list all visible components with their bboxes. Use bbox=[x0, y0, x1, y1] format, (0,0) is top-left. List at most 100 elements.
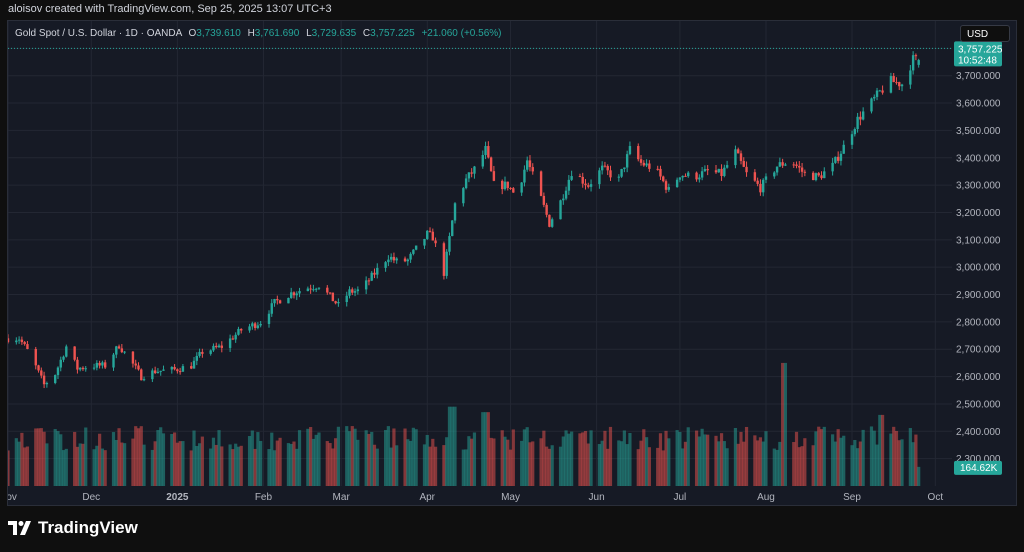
candle-body bbox=[539, 171, 543, 196]
candle-body bbox=[509, 187, 512, 189]
volume-bar bbox=[253, 448, 257, 486]
volume-bar bbox=[317, 432, 321, 486]
candle-body bbox=[895, 82, 898, 84]
candle-body bbox=[545, 204, 548, 215]
volume-bar bbox=[706, 434, 710, 486]
volume-bar bbox=[306, 428, 310, 486]
candle-body bbox=[176, 369, 179, 372]
volume-bar bbox=[567, 433, 571, 486]
volume-bar bbox=[234, 443, 238, 486]
volume-bar bbox=[783, 362, 788, 486]
volume-bar bbox=[617, 440, 621, 486]
candle-body bbox=[351, 289, 354, 293]
candle-body bbox=[581, 176, 584, 184]
candle-body bbox=[364, 280, 368, 290]
volume-bar bbox=[719, 433, 724, 486]
candle-body bbox=[764, 176, 768, 180]
candle-body bbox=[687, 172, 690, 177]
candle-body bbox=[370, 272, 373, 281]
volume-bar bbox=[117, 428, 121, 486]
time-axis[interactable]: Nov Dec 2025 Feb Mar Apr May Jun Jul Aug Sep Oct bbox=[8, 492, 943, 503]
candle-body bbox=[628, 146, 632, 155]
time-tick-label: Feb bbox=[255, 492, 273, 503]
volume-bar bbox=[564, 430, 568, 486]
volume-bar bbox=[267, 449, 271, 486]
volume-bar bbox=[289, 443, 293, 486]
volume-bar bbox=[539, 438, 543, 486]
tradingview-logo[interactable]: TradingView bbox=[8, 518, 138, 538]
candle-body bbox=[309, 288, 312, 290]
candle-body bbox=[56, 367, 60, 376]
volume-bar bbox=[878, 414, 882, 486]
volume-bar bbox=[175, 442, 179, 486]
volume-bar bbox=[642, 429, 646, 486]
candle-body bbox=[59, 359, 62, 368]
candle-body bbox=[889, 76, 893, 93]
candle-body bbox=[900, 84, 904, 87]
volume-bar bbox=[172, 432, 177, 486]
volume-bar bbox=[23, 447, 27, 486]
volume-bar bbox=[20, 432, 24, 486]
volume-bar bbox=[581, 432, 585, 486]
candle-body bbox=[753, 172, 757, 181]
volume-bar bbox=[889, 433, 893, 486]
candle-body bbox=[217, 345, 221, 348]
volume-bar bbox=[661, 450, 665, 486]
volume-bar bbox=[739, 431, 743, 486]
time-tick-label: Aug bbox=[757, 492, 775, 503]
volume-bar bbox=[403, 428, 407, 486]
candle-body bbox=[645, 163, 648, 166]
price-chart[interactable]: 3,800.0003,700.0003,600.0003,500.0003,40… bbox=[8, 21, 1016, 505]
volume-bar bbox=[17, 441, 21, 486]
high-value: 3,761.690 bbox=[254, 28, 300, 39]
volume-bar bbox=[367, 433, 371, 486]
volume-bar bbox=[839, 437, 843, 486]
candle-body bbox=[803, 171, 807, 173]
candle-body bbox=[153, 370, 157, 374]
volume-bar bbox=[656, 447, 660, 486]
candle-body bbox=[587, 185, 590, 187]
volume-bar bbox=[442, 445, 446, 486]
candle-body bbox=[240, 328, 243, 331]
candle-body bbox=[892, 76, 895, 83]
chart-panel[interactable]: 3,800.0003,700.0003,600.0003,500.0003,40… bbox=[7, 20, 1017, 506]
candle-body bbox=[578, 176, 582, 178]
candle-body bbox=[212, 345, 215, 351]
open-label: O bbox=[188, 28, 197, 39]
currency-button[interactable]: USD bbox=[960, 25, 1010, 42]
volume-bar bbox=[489, 437, 493, 486]
candle-body bbox=[395, 258, 398, 261]
candle-body bbox=[725, 165, 729, 168]
volume-bar bbox=[872, 430, 876, 486]
volume-bar bbox=[503, 436, 507, 486]
volume-bar bbox=[217, 430, 221, 486]
volume-bar bbox=[819, 429, 824, 486]
volume-bar bbox=[570, 431, 574, 486]
volume-bar bbox=[858, 441, 862, 486]
candle-body bbox=[178, 371, 182, 373]
candle-body bbox=[78, 367, 82, 370]
candle-body bbox=[120, 348, 124, 353]
candle-body bbox=[648, 163, 651, 169]
candle-body bbox=[237, 328, 240, 335]
volume-bar bbox=[675, 430, 679, 486]
candle-body bbox=[173, 366, 176, 370]
volume-bar bbox=[589, 430, 593, 486]
volume-bar bbox=[370, 431, 374, 486]
candle-body bbox=[584, 183, 587, 186]
candle-body bbox=[312, 289, 315, 291]
time-tick-label: Sep bbox=[843, 492, 861, 503]
candle-body bbox=[251, 323, 254, 327]
volume-bar bbox=[664, 430, 668, 486]
candle-body bbox=[170, 366, 174, 370]
volume-bar bbox=[583, 430, 588, 486]
volume-bar bbox=[159, 427, 163, 486]
volume-bar bbox=[628, 432, 632, 486]
price-axis[interactable]: 3,800.0003,700.0003,600.0003,500.0003,40… bbox=[956, 44, 1001, 465]
candle-body bbox=[742, 160, 745, 167]
candle-body bbox=[470, 172, 473, 174]
price-tick-label: 2,800.000 bbox=[956, 317, 1001, 328]
price-tick-label: 3,500.000 bbox=[956, 126, 1001, 137]
volume-bar bbox=[733, 427, 738, 486]
candle-body bbox=[898, 82, 901, 87]
